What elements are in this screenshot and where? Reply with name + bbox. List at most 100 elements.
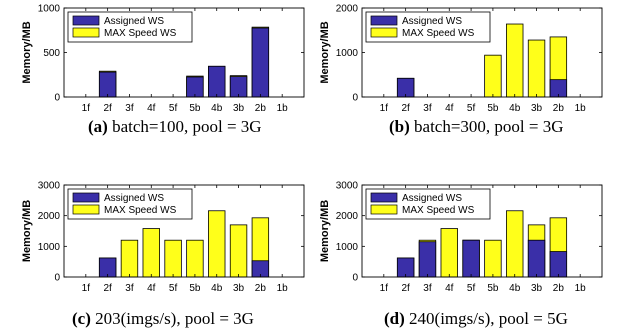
chart-d-xlabel-5f: 5f [467,283,476,294]
chart-c-legend-label-0: Assigned WS [104,193,164,204]
caption-d-text: 240(imgs/s), pool = 5G [409,309,568,328]
chart-d-ylabel-0: 0 [352,273,358,284]
chart-d-legend-swatch-0 [370,192,398,203]
chart-d-ylabel-3000: 3000 [336,181,359,192]
chart-d-assigned-bar-2b [549,251,568,278]
chart-b-ylabel-0: 0 [352,93,358,104]
chart-a-xlabel-2f: 2f [103,103,112,114]
chart-b-xlabel-2b: 2b [553,103,565,114]
caption-b-tag: (b) [389,117,410,136]
chart-d-ylabel-1000: 1000 [336,242,359,253]
chart-a-assigned-bar-2f [98,71,117,98]
chart-b-xlabel-3b: 3b [531,103,543,114]
chart-d-assigned-bar-3f [418,241,437,278]
chart-b-max-bar-4b [506,23,524,98]
chart-b-xlabel-5f: 5f [467,103,476,114]
chart-b-max-bar-5b [484,54,502,98]
chart-d-xlabel-2f: 2f [401,283,410,294]
chart-a-xlabel-3f: 3f [125,103,134,114]
chart-c-max-bar-4b [208,210,226,278]
chart-a-xlabel-4f: 4f [147,103,156,114]
chart-c-legend-swatch-1 [72,204,100,215]
chart-c-ytitle: Memory/MB [21,200,33,262]
caption-d-tag: (d) [384,309,405,328]
chart-a-legend-swatch-0 [72,15,100,26]
chart-c-max-bar-4f [142,228,160,278]
chart-a-xlabel-5b: 5b [189,103,201,114]
caption-c: (c) 203(imgs/s), pool = 3G [72,309,254,329]
chart-d-max-bar-5b [484,239,502,278]
chart-d-max-bar-4b [506,210,524,278]
chart-a-xlabel-4b: 4b [211,103,223,114]
chart-c-legend-label-1: MAX Speed WS [104,205,177,216]
chart-d-ytitle: Memory/MB [319,200,331,262]
caption-b: (b) batch=300, pool = 3G [389,117,564,137]
chart-c-ylabel-0: 0 [54,273,60,284]
caption-a-tag: (a) [88,117,108,136]
chart-a-xlabel-1f: 1f [82,103,91,114]
chart-d-ylabel-2000: 2000 [336,211,359,222]
chart-a-ytitle: Memory/MB [21,21,33,83]
chart-c-xlabel-4f: 4f [147,283,156,294]
caption-b-text: batch=300, pool = 3G [414,117,564,136]
chart-b-xlabel-5b: 5b [487,103,499,114]
chart-b-xlabel-2f: 2f [401,103,410,114]
chart-a-assigned-bar-3b [229,76,248,98]
chart-b-ytitle: Memory/MB [319,21,331,83]
chart-c-xlabel-1b: 1b [277,283,289,294]
chart-c-ylabel-3000: 3000 [38,181,61,192]
chart-c-ylabel-1000: 1000 [38,242,61,253]
chart-c-legend-swatch-0 [72,192,100,203]
chart-b-xlabel-1b: 1b [575,103,587,114]
chart-b-xlabel-1f: 1f [380,103,389,114]
chart-c-xlabel-5f: 5f [169,283,178,294]
chart-c-xlabel-2f: 2f [103,283,112,294]
chart-c-max-bar-5b [186,239,204,278]
chart-a-assigned-bar-2b [251,27,270,98]
chart-b-ylabel-1000: 1000 [336,48,359,59]
chart-a-assigned-bar-5b [186,76,204,98]
chart-a-legend-label-0: Assigned WS [104,16,164,27]
chart-b-legend-label-0: Assigned WS [402,16,462,27]
chart-c-xlabel-2b: 2b [255,283,267,294]
chart-d-xlabel-2b: 2b [553,283,565,294]
chart-d-legend-swatch-1 [370,204,398,215]
caption-c-tag: (c) [72,309,91,328]
chart-a-assigned-bar-4b [208,65,226,98]
chart-b-xlabel-4f: 4f [445,103,454,114]
chart-c-xlabel-5b: 5b [189,283,201,294]
chart-b-legend-label-1: MAX Speed WS [402,28,475,39]
chart-b-ylabel-2000: 2000 [336,4,359,15]
chart-d-max-bar-4f [440,228,458,278]
chart-a-xlabel-2b: 2b [255,103,267,114]
chart-c-axes-box [63,184,305,278]
chart-d-legend-label-0: Assigned WS [402,193,462,204]
chart-d-xlabel-1f: 1f [380,283,389,294]
chart-a-ylabel-1000: 1000 [38,4,61,15]
caption-a-text: batch=100, pool = 3G [112,117,262,136]
chart-b-xlabel-3f: 3f [423,103,432,114]
chart-c-max-bar-5f [164,239,182,278]
chart-d-xlabel-3f: 3f [423,283,432,294]
chart-a-ylabel-0: 0 [54,93,60,104]
chart-a-xlabel-1b: 1b [277,103,289,114]
chart-a-legend-label-1: MAX Speed WS [104,28,177,39]
chart-b-xlabel-4b: 4b [509,103,521,114]
caption-a: (a) batch=100, pool = 3G [88,117,262,137]
chart-c-xlabel-3b: 3b [233,283,245,294]
chart-a-xlabel-5f: 5f [169,103,178,114]
chart-b-legend-swatch-1 [370,27,398,38]
chart-a-ylabel-500: 500 [43,48,60,59]
chart-c-xlabel-1f: 1f [82,283,91,294]
chart-d-axes-box [361,184,603,278]
chart-c-max-bar-3b [229,224,248,278]
chart-a-legend-swatch-1 [72,27,100,38]
chart-d-xlabel-1b: 1b [575,283,587,294]
chart-d-assigned-bar-3b [527,239,546,278]
chart-d-xlabel-4b: 4b [509,283,521,294]
chart-c-xlabel-3f: 3f [125,283,134,294]
chart-b-legend-swatch-0 [370,15,398,26]
chart-c-ylabel-2000: 2000 [38,211,61,222]
chart-d-xlabel-4f: 4f [445,283,454,294]
